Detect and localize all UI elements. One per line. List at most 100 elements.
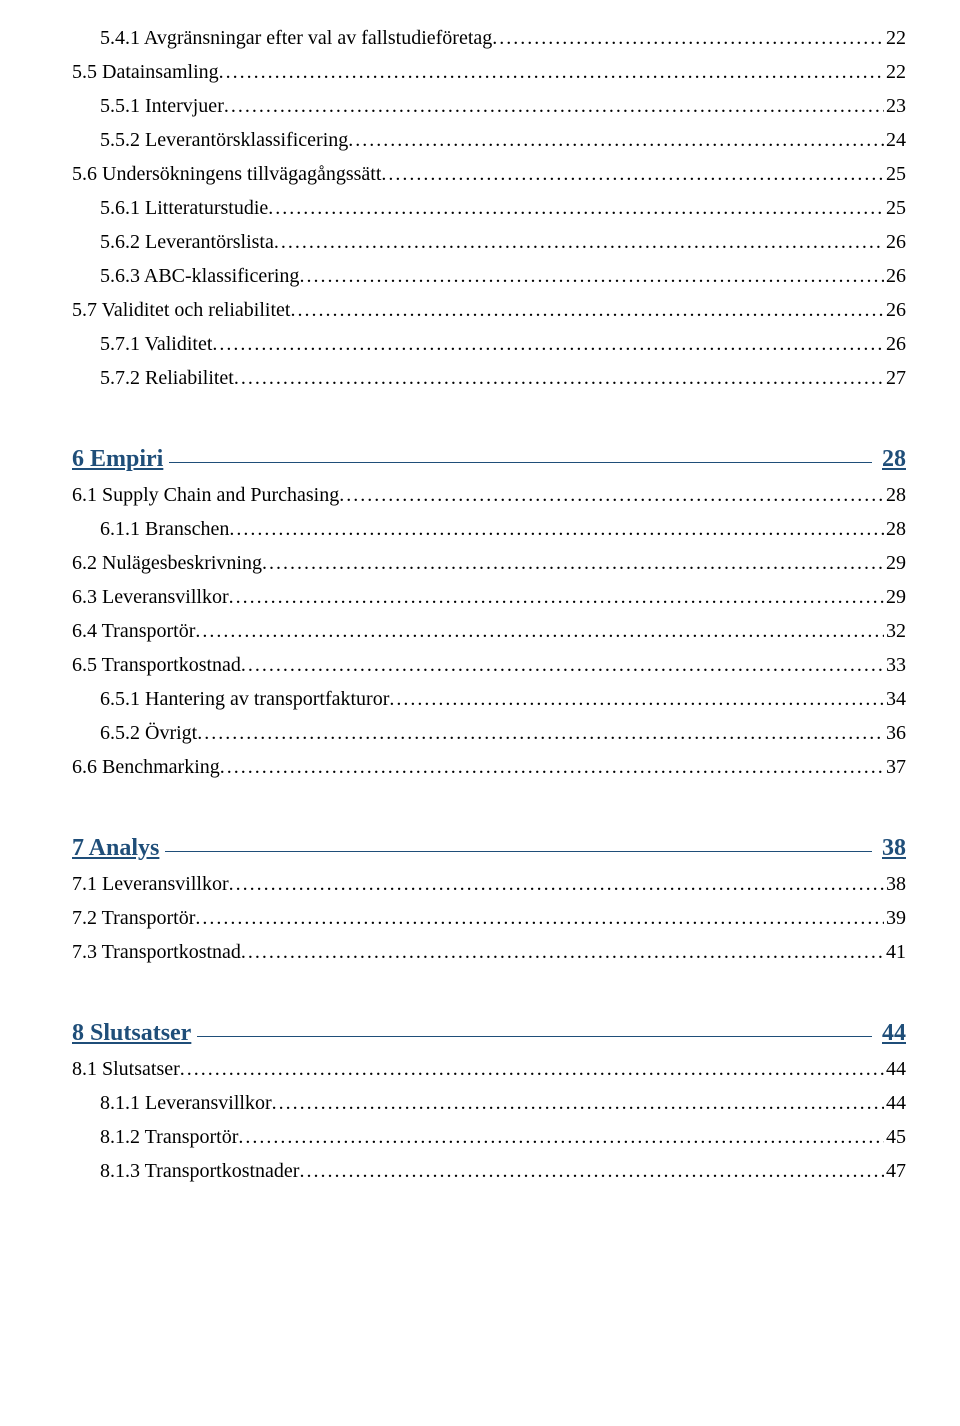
toc-section-title: 7 Analys xyxy=(72,835,159,862)
toc-section-heading[interactable]: 8 Slutsatser 44 xyxy=(72,1020,906,1047)
toc-entry-page: 26 xyxy=(884,265,906,288)
toc-entry[interactable]: 5.7.1 Validitet.........................… xyxy=(100,333,906,356)
toc-section-rule xyxy=(197,1036,872,1037)
toc-entry-page: 41 xyxy=(884,941,906,964)
toc-section-rule xyxy=(165,851,872,852)
toc-entry-label: 6.2 Nulägesbeskrivning xyxy=(72,552,262,575)
toc-entry-page: 22 xyxy=(884,27,906,50)
toc-leader-dots: ........................................… xyxy=(241,654,884,677)
toc-entry[interactable]: 5.7 Validitet och reliabilitet..........… xyxy=(72,299,906,322)
toc-entry-page: 22 xyxy=(884,61,906,84)
toc-section-title: 8 Slutsatser xyxy=(72,1020,191,1047)
toc-entry-page: 28 xyxy=(884,484,906,507)
toc-leader-dots: ........................................… xyxy=(234,367,884,390)
toc-entry[interactable]: 7.3 Transportkostnad....................… xyxy=(72,941,906,964)
toc-entry-page: 38 xyxy=(884,873,906,896)
toc-entry[interactable]: 6.1 Supply Chain and Purchasing.........… xyxy=(72,484,906,507)
toc-entry[interactable]: 6.3 Leveransvillkor.....................… xyxy=(72,586,906,609)
toc-leader-dots: ........................................… xyxy=(224,95,884,118)
toc-entry[interactable]: 5.5.2 Leverantörsklassificering.........… xyxy=(100,129,906,152)
toc-entry[interactable]: 7.1 Leveransvillkor.....................… xyxy=(72,873,906,896)
toc-entry[interactable]: 6.5.2 Övrigt............................… xyxy=(100,722,906,745)
toc-section-page: 38 xyxy=(882,835,906,862)
toc-leader-dots: ........................................… xyxy=(492,27,884,50)
toc-leader-dots: ........................................… xyxy=(389,688,884,711)
toc-section-page: 44 xyxy=(882,1020,906,1047)
toc-entry-label: 6.5.2 Övrigt xyxy=(100,722,197,745)
toc-entry-label: 8.1.1 Leveransvillkor xyxy=(100,1092,272,1115)
toc-entry-page: 26 xyxy=(884,299,906,322)
toc-leader-dots: ........................................… xyxy=(219,61,884,84)
toc-entry-page: 44 xyxy=(884,1058,906,1081)
toc-leader-dots: ........................................… xyxy=(348,129,884,152)
toc-entry[interactable]: 5.4.1 Avgränsningar efter val av fallstu… xyxy=(100,27,906,50)
toc-entry-label: 7.2 Transportör xyxy=(72,907,195,930)
toc-leader-dots: ........................................… xyxy=(229,873,884,896)
toc-entry[interactable]: 5.6.2 Leverantörslista..................… xyxy=(100,231,906,254)
toc-entry-label: 6.5.1 Hantering av transportfakturor xyxy=(100,688,389,711)
toc-entry-label: 8.1.3 Transportkostnader xyxy=(100,1160,299,1183)
toc-entry[interactable]: 5.6.1 Litteraturstudie..................… xyxy=(100,197,906,220)
toc-entry-label: 6.6 Benchmarking xyxy=(72,756,220,779)
toc-entry-label: 6.1 Supply Chain and Purchasing xyxy=(72,484,339,507)
toc-entry-label: 5.6.1 Litteraturstudie xyxy=(100,197,268,220)
toc-leader-dots: ........................................… xyxy=(339,484,884,507)
toc-leader-dots: ........................................… xyxy=(195,907,884,930)
toc-entry-page: 25 xyxy=(884,197,906,220)
toc-leader-dots: ........................................… xyxy=(299,265,884,288)
toc-entry[interactable]: 5.5 Datainsamling.......................… xyxy=(72,61,906,84)
toc-entry[interactable]: 8.1.3 Transportkostnader................… xyxy=(100,1160,906,1183)
toc-entry-page: 33 xyxy=(884,654,906,677)
toc-entry-label: 5.6.2 Leverantörslista xyxy=(100,231,274,254)
toc-section-heading[interactable]: 6 Empiri 28 xyxy=(72,446,906,473)
toc-entry-label: 6.1.1 Branschen xyxy=(100,518,229,541)
toc-entry[interactable]: 7.2 Transportör.........................… xyxy=(72,907,906,930)
toc-entry-page: 45 xyxy=(884,1126,906,1149)
toc-entry-page: 44 xyxy=(884,1092,906,1115)
toc-section-page: 28 xyxy=(882,446,906,473)
toc-entry-label: 5.5.1 Intervjuer xyxy=(100,95,224,118)
toc-entry[interactable]: 6.4 Transportör.........................… xyxy=(72,620,906,643)
toc-entry-label: 5.7.2 Reliabilitet xyxy=(100,367,234,390)
toc-entry[interactable]: 6.5 Transportkostnad....................… xyxy=(72,654,906,677)
toc-entry-page: 34 xyxy=(884,688,906,711)
toc-entry-page: 29 xyxy=(884,586,906,609)
toc-leader-dots: ........................................… xyxy=(220,756,884,779)
toc-entry[interactable]: 8.1.1 Leveransvillkor...................… xyxy=(100,1092,906,1115)
toc-entry[interactable]: 6.6 Benchmarking........................… xyxy=(72,756,906,779)
toc-section-title: 6 Empiri xyxy=(72,446,163,473)
toc-pre-entries: 5.4.1 Avgränsningar efter val av fallstu… xyxy=(72,27,906,390)
toc-section-rule xyxy=(169,462,872,463)
toc-leader-dots: ........................................… xyxy=(241,941,884,964)
toc-entry-label: 6.4 Transportör xyxy=(72,620,195,643)
toc-entry[interactable]: 8.1.2 Transportör.......................… xyxy=(100,1126,906,1149)
toc-leader-dots: ........................................… xyxy=(290,299,884,322)
toc-entry[interactable]: 8.1 Slutsatser..........................… xyxy=(72,1058,906,1081)
toc-entry[interactable]: 5.6 Undersökningens tillvägagångssätt...… xyxy=(72,163,906,186)
toc-entry-page: 28 xyxy=(884,518,906,541)
toc-entry-label: 6.3 Leveransvillkor xyxy=(72,586,229,609)
toc-leader-dots: ........................................… xyxy=(197,722,884,745)
toc-entry-page: 47 xyxy=(884,1160,906,1183)
toc-entry-label: 5.5 Datainsamling xyxy=(72,61,219,84)
toc-entry[interactable]: 6.1.1 Branschen.........................… xyxy=(100,518,906,541)
toc-entry-label: 8.1.2 Transportör xyxy=(100,1126,238,1149)
toc-entry[interactable]: 6.2 Nulägesbeskrivning..................… xyxy=(72,552,906,575)
toc-entry-label: 5.5.2 Leverantörsklassificering xyxy=(100,129,348,152)
toc-entry-page: 29 xyxy=(884,552,906,575)
toc-entry[interactable]: 5.7.2 Reliabilitet......................… xyxy=(100,367,906,390)
toc-entry[interactable]: 6.5.1 Hantering av transportfakturor....… xyxy=(100,688,906,711)
toc-entry-label: 5.6.3 ABC-klassificering xyxy=(100,265,299,288)
toc-entry-label: 8.1 Slutsatser xyxy=(72,1058,180,1081)
toc-leader-dots: ........................................… xyxy=(180,1058,884,1081)
toc-entry-label: 5.7.1 Validitet xyxy=(100,333,212,356)
toc-entry[interactable]: 5.6.3 ABC-klassificering................… xyxy=(100,265,906,288)
toc-entry-page: 26 xyxy=(884,231,906,254)
toc-entry-page: 39 xyxy=(884,907,906,930)
toc-leader-dots: ........................................… xyxy=(238,1126,884,1149)
toc-leader-dots: ........................................… xyxy=(268,197,884,220)
toc-leader-dots: ........................................… xyxy=(274,231,884,254)
toc-entry[interactable]: 5.5.1 Intervjuer........................… xyxy=(100,95,906,118)
toc-leader-dots: ........................................… xyxy=(299,1160,884,1183)
toc-section-heading[interactable]: 7 Analys 38 xyxy=(72,835,906,862)
